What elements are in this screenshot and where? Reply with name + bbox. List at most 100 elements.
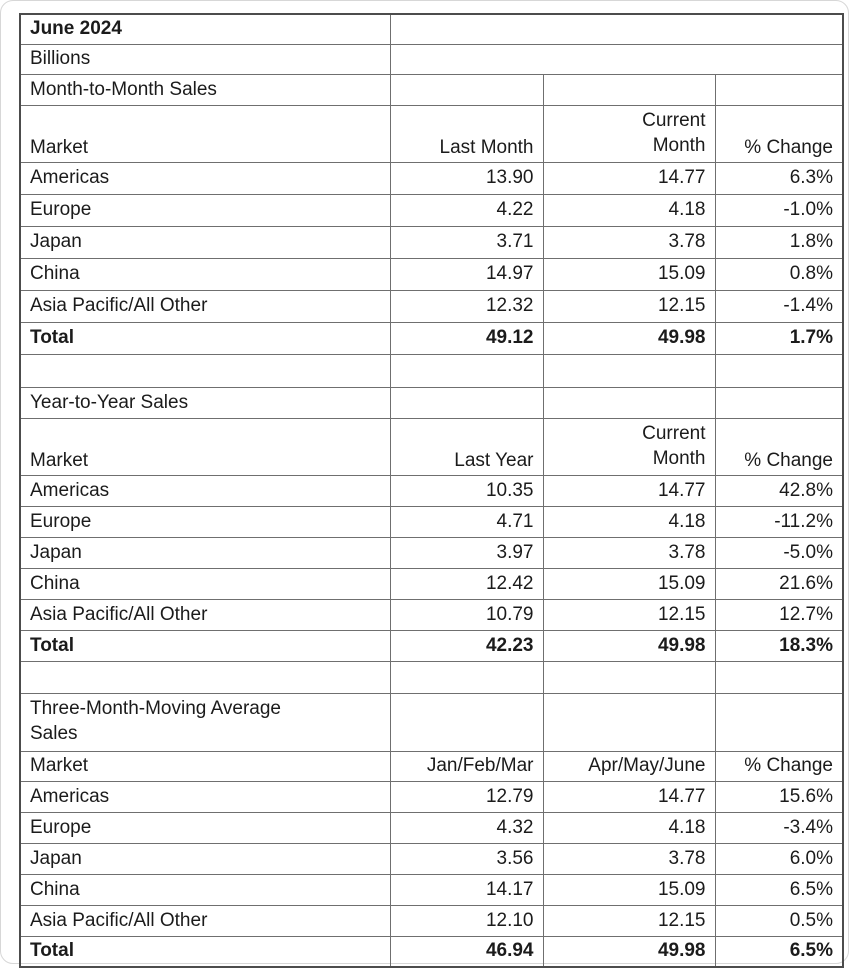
pct-cell: 6.0%	[714, 842, 844, 875]
total-row: Total 49.12 49.98 1.7%	[19, 321, 844, 355]
value-cell: 14.97	[389, 257, 544, 291]
market-cell: Asia Pacific/All Other	[19, 598, 391, 631]
value-cell: 12.10	[389, 904, 544, 937]
table-row: Japan 3.97 3.78 -5.0%	[19, 536, 844, 569]
empty-cell	[542, 353, 716, 388]
empty-cell	[19, 353, 391, 388]
value-cell: 3.97	[389, 536, 544, 569]
value-cell: 10.79	[389, 598, 544, 631]
pct-cell: 12.7%	[714, 598, 844, 631]
pct-cell: 0.8%	[714, 257, 844, 291]
table-row: Americas 13.90 14.77 6.3%	[19, 161, 844, 195]
total-value-cell: 49.12	[389, 321, 544, 355]
spacer-row	[19, 353, 844, 388]
section-title: Month-to-Month Sales	[19, 73, 391, 106]
market-cell: China	[19, 257, 391, 291]
unit-label: Billions	[19, 43, 391, 75]
empty-cell	[542, 386, 716, 419]
table-row: Asia Pacific/All Other 10.79 12.15 12.7%	[19, 598, 844, 631]
market-cell: Europe	[19, 811, 391, 844]
market-cell: Asia Pacific/All Other	[19, 289, 391, 323]
market-cell: Americas	[19, 780, 391, 813]
value-cell: 4.71	[389, 505, 544, 538]
value-cell: 15.09	[542, 873, 716, 906]
section-title: Three-Month-Moving Average Sales	[19, 692, 391, 752]
market-cell: Asia Pacific/All Other	[19, 904, 391, 937]
empty-cell	[389, 43, 844, 75]
column-header-col2: Current Month	[542, 417, 716, 476]
empty-cell	[389, 73, 544, 106]
pct-cell: 21.6%	[714, 567, 844, 600]
table-row: Japan 3.56 3.78 6.0%	[19, 842, 844, 875]
total-value-cell: 49.98	[542, 321, 716, 355]
column-header-row: Market Jan/Feb/Mar Apr/May/June % Change	[19, 750, 844, 782]
table-row: Europe 4.32 4.18 -3.4%	[19, 811, 844, 844]
empty-cell	[389, 353, 544, 388]
pct-cell: -1.4%	[714, 289, 844, 323]
value-cell: 14.77	[542, 161, 716, 195]
value-cell: 4.18	[542, 811, 716, 844]
report-title: June 2024	[19, 13, 391, 45]
market-cell: Japan	[19, 536, 391, 569]
pct-cell: 6.5%	[714, 873, 844, 906]
table-row: Americas 12.79 14.77 15.6%	[19, 780, 844, 813]
table-row: Japan 3.71 3.78 1.8%	[19, 225, 844, 259]
sales-report-table: June 2024 Billions Month-to-Month Sales …	[19, 13, 844, 968]
column-header-market: Market	[19, 104, 391, 163]
value-cell: 3.71	[389, 225, 544, 259]
table-row: Asia Pacific/All Other 12.32 12.15 -1.4%	[19, 289, 844, 323]
pct-cell: 42.8%	[714, 474, 844, 507]
value-cell: 3.56	[389, 842, 544, 875]
empty-cell	[389, 660, 544, 694]
value-cell: 4.32	[389, 811, 544, 844]
market-cell: Japan	[19, 842, 391, 875]
empty-cell	[389, 692, 544, 752]
empty-cell	[714, 386, 844, 419]
empty-cell	[542, 692, 716, 752]
total-pct-cell: 1.7%	[714, 321, 844, 355]
value-cell: 12.79	[389, 780, 544, 813]
value-cell: 3.78	[542, 842, 716, 875]
table-row: Americas 10.35 14.77 42.8%	[19, 474, 844, 507]
total-row: Total 46.94 49.98 6.5%	[19, 935, 844, 968]
value-cell: 12.15	[542, 904, 716, 937]
value-cell: 4.18	[542, 505, 716, 538]
total-value-cell: 46.94	[389, 935, 544, 968]
empty-cell	[714, 73, 844, 106]
value-cell: 13.90	[389, 161, 544, 195]
value-cell: 12.15	[542, 289, 716, 323]
table-row: Asia Pacific/All Other 12.10 12.15 0.5%	[19, 904, 844, 937]
empty-cell	[714, 353, 844, 388]
column-header-market: Market	[19, 750, 391, 782]
total-pct-cell: 6.5%	[714, 935, 844, 968]
column-header-row: Market Last Year Current Month % Change	[19, 417, 844, 476]
column-header-market: Market	[19, 417, 391, 476]
spacer-row	[19, 660, 844, 694]
total-pct-cell: 18.3%	[714, 629, 844, 662]
column-header-pct: % Change	[714, 104, 844, 163]
pct-cell: 0.5%	[714, 904, 844, 937]
pct-cell: -5.0%	[714, 536, 844, 569]
value-cell: 15.09	[542, 567, 716, 600]
total-label: Total	[19, 321, 391, 355]
value-cell: 3.78	[542, 536, 716, 569]
section-title-row: Month-to-Month Sales	[19, 73, 844, 106]
pct-cell: -1.0%	[714, 193, 844, 227]
value-cell: 14.77	[542, 780, 716, 813]
market-cell: Japan	[19, 225, 391, 259]
table-row: China 14.97 15.09 0.8%	[19, 257, 844, 291]
table-row: Europe 4.71 4.18 -11.2%	[19, 505, 844, 538]
empty-cell	[542, 73, 716, 106]
market-cell: China	[19, 567, 391, 600]
value-cell: 12.32	[389, 289, 544, 323]
pct-cell: -3.4%	[714, 811, 844, 844]
market-cell: Europe	[19, 193, 391, 227]
empty-cell	[714, 660, 844, 694]
unit-row: Billions	[19, 43, 844, 75]
market-cell: Americas	[19, 474, 391, 507]
column-header-col1: Last Year	[389, 417, 544, 476]
column-header-col1: Jan/Feb/Mar	[389, 750, 544, 782]
value-cell: 12.42	[389, 567, 544, 600]
section-title-row: Year-to-Year Sales	[19, 386, 844, 419]
value-cell: 4.18	[542, 193, 716, 227]
